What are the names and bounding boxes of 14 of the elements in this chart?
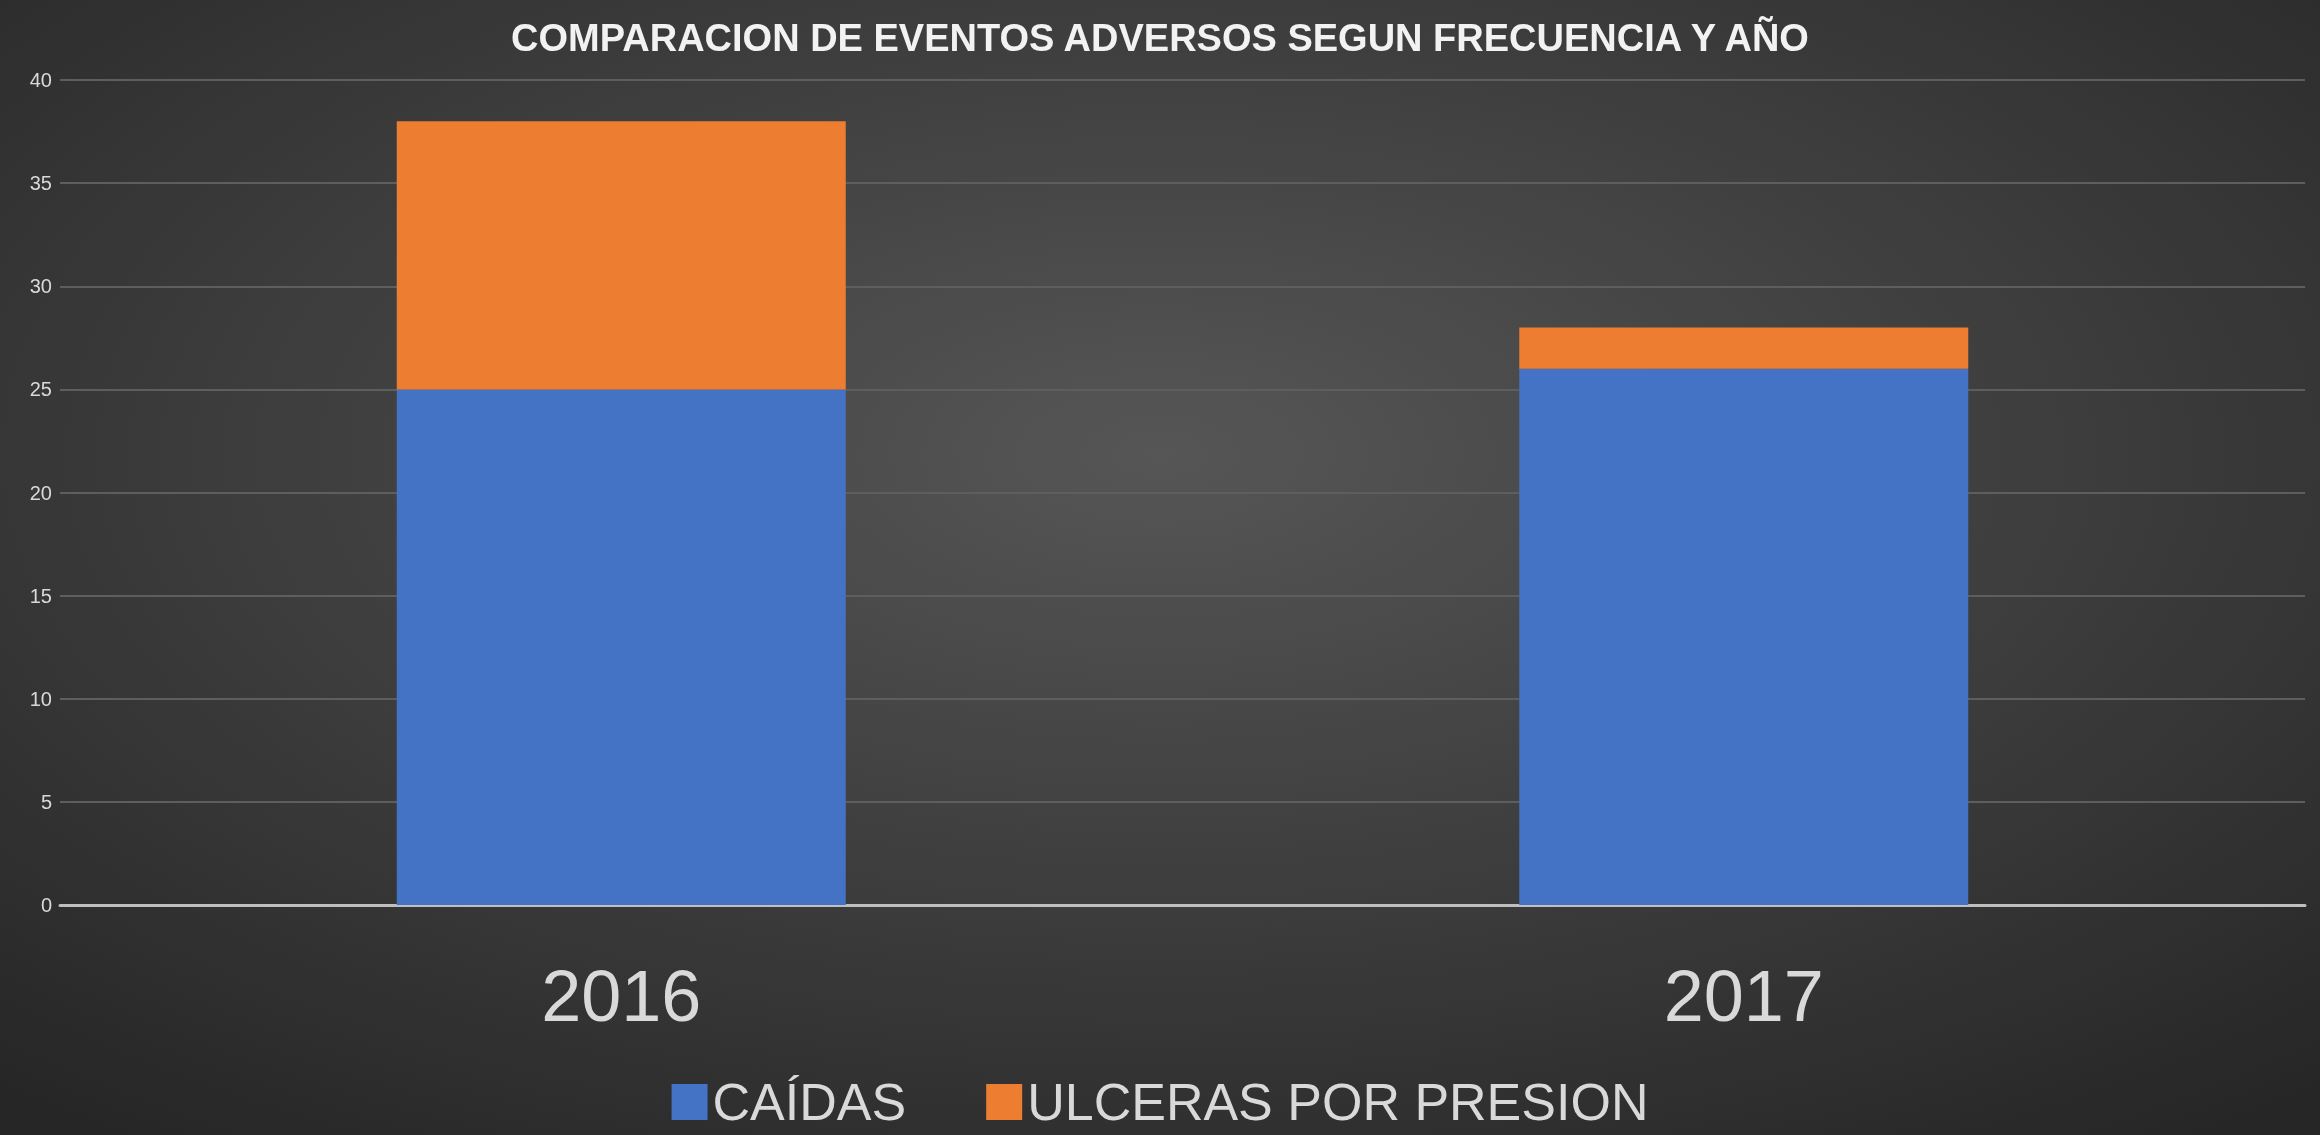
y-tick-label: 0 — [40, 894, 52, 916]
y-tick-label: 20 — [29, 481, 52, 504]
legend-label: CAÍDAS — [712, 1073, 907, 1131]
y-tick-label: 30 — [29, 275, 52, 298]
y-tick-label: 25 — [29, 378, 52, 401]
x-tick-label: 2016 — [541, 956, 702, 1036]
chart-title: COMPARACION DE EVENTOS ADVERSOS SEGUN FRECUENCIA Y AÑO — [511, 16, 1809, 59]
x-tick-label: 2017 — [1663, 956, 1824, 1036]
y-tick-label: 5 — [40, 790, 52, 813]
y-tick-label: 40 — [29, 69, 52, 91]
y-tick-label: 35 — [29, 172, 52, 195]
y-tick-label: 10 — [29, 687, 52, 710]
legend-label: ULCERAS POR PRESION — [1027, 1073, 1649, 1131]
y-tick-label: 15 — [29, 584, 52, 607]
